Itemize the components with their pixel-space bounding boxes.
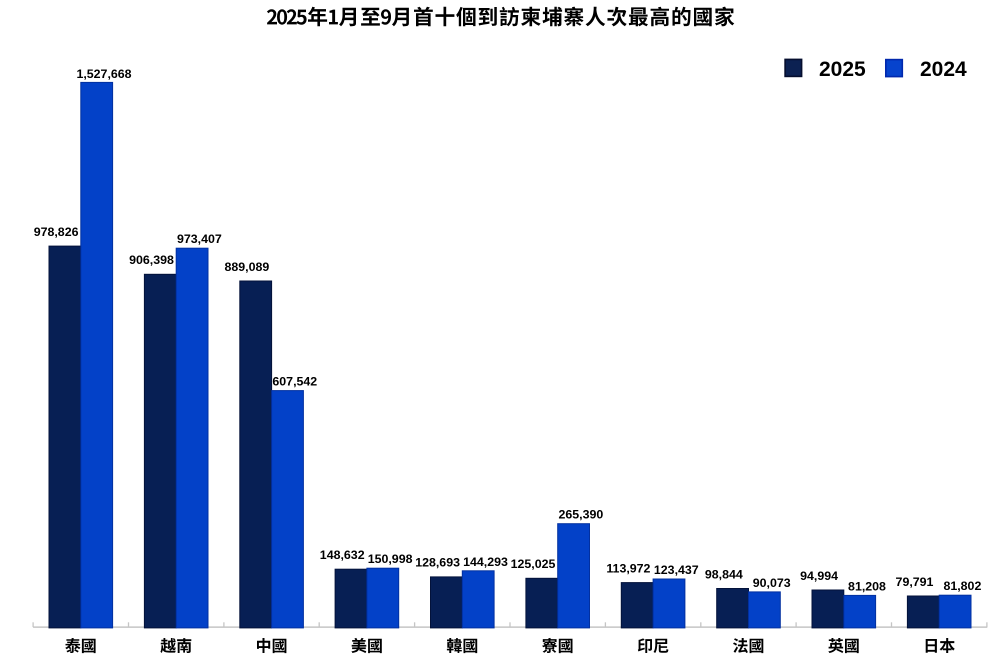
svg-text:144,293: 144,293 <box>463 555 508 569</box>
svg-text:81,208: 81,208 <box>848 579 886 593</box>
svg-text:113,972: 113,972 <box>606 561 650 575</box>
svg-text:978,826: 978,826 <box>34 225 79 239</box>
svg-text:94,994: 94,994 <box>800 569 838 583</box>
svg-text:607,542: 607,542 <box>272 375 317 389</box>
svg-text:150,998: 150,998 <box>368 552 413 566</box>
svg-text:90,073: 90,073 <box>753 576 791 590</box>
svg-text:148,632: 148,632 <box>320 548 365 562</box>
svg-text:1,527,668: 1,527,668 <box>76 67 131 81</box>
svg-text:973,407: 973,407 <box>177 232 222 246</box>
svg-text:123,437: 123,437 <box>654 563 699 577</box>
svg-text:81,802: 81,802 <box>943 579 981 593</box>
svg-text:265,390: 265,390 <box>559 508 604 522</box>
svg-text:2025: 2025 <box>819 58 866 81</box>
svg-text:98,844: 98,844 <box>705 567 743 581</box>
svg-text:2024: 2024 <box>920 58 967 81</box>
svg-text:889,089: 889,089 <box>225 260 270 274</box>
svg-text:125,025: 125,025 <box>511 557 556 571</box>
svg-text:906,398: 906,398 <box>129 253 174 267</box>
svg-text:128,693: 128,693 <box>415 556 460 570</box>
svg-text:79,791: 79,791 <box>896 575 934 589</box>
